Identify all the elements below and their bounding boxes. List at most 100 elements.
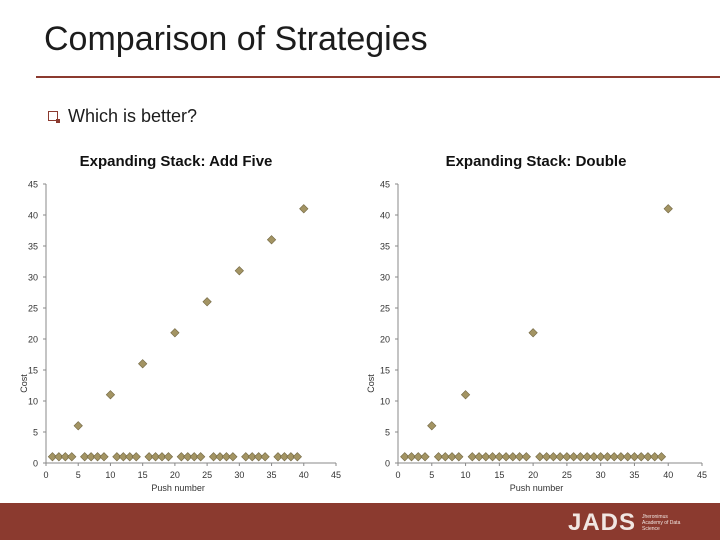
data-point: [163, 452, 174, 462]
slide-title: Comparison of Strategies: [44, 20, 428, 58]
logo-mark: JADS: [567, 509, 636, 536]
y-tick-label: 35: [380, 242, 390, 252]
data-point: [67, 452, 77, 462]
data-point: [528, 328, 538, 338]
data-point: [663, 204, 673, 214]
x-tick-label: 15: [138, 470, 148, 480]
data-point: [92, 452, 103, 462]
data-point: [467, 452, 477, 462]
data-point: [569, 452, 579, 462]
y-tick-label: 40: [28, 211, 38, 221]
data-point: [247, 452, 257, 462]
data-point: [47, 452, 58, 462]
data-point: [202, 297, 212, 307]
data-point: [150, 452, 161, 462]
data-point: [609, 452, 619, 462]
x-tick-label: 5: [76, 470, 81, 480]
x-tick-label: 20: [170, 470, 180, 480]
data-point: [54, 452, 64, 462]
y-tick-label: 25: [380, 304, 390, 314]
data-point: [260, 452, 270, 462]
y-tick-label: 40: [380, 211, 390, 221]
data-point: [266, 235, 277, 245]
y-tick-label: 0: [385, 459, 390, 469]
data-point: [616, 452, 626, 462]
x-tick-label: 10: [461, 470, 471, 480]
x-tick-label: 25: [202, 470, 212, 480]
data-point: [427, 421, 437, 431]
data-point: [196, 452, 206, 462]
x-axis-label: Push number: [510, 483, 564, 493]
data-point: [575, 452, 586, 462]
data-point: [460, 390, 471, 400]
data-point: [228, 452, 238, 462]
chart-title: Expanding Stack: Add Five: [80, 153, 273, 170]
data-point: [494, 452, 504, 462]
data-point: [454, 452, 464, 462]
data-point: [548, 452, 559, 462]
x-tick-label: 0: [43, 470, 48, 480]
y-axis-label: Cost: [19, 374, 29, 393]
data-point: [541, 452, 552, 462]
data-point: [118, 452, 128, 462]
data-point: [447, 452, 457, 462]
x-axis-label: Push number: [151, 483, 205, 493]
y-tick-label: 5: [385, 428, 390, 438]
y-tick-label: 30: [28, 273, 38, 283]
y-tick-label: 45: [28, 180, 38, 190]
data-point: [299, 204, 309, 214]
data-point: [73, 421, 83, 431]
y-tick-label: 5: [33, 428, 38, 438]
data-point: [208, 452, 219, 462]
data-point: [234, 266, 244, 276]
charts-canvas: Expanding Stack: Add Five 0 5 10 15 20 25 30 35 4…: [19, 153, 707, 493]
data-point: [582, 452, 592, 462]
data-point: [636, 452, 646, 462]
data-point: [420, 452, 430, 462]
y-tick-label: 0: [33, 459, 38, 469]
x-tick-label: 25: [562, 470, 572, 480]
data-point: [521, 452, 531, 462]
data-point: [86, 452, 96, 462]
data-point: [292, 452, 302, 462]
logo-subtext: Jheronimus Academy of Data Science: [642, 514, 681, 532]
data-point: [623, 452, 633, 462]
data-point: [273, 452, 283, 462]
y-tick-label: 20: [28, 335, 38, 345]
x-tick-label: 40: [299, 470, 309, 480]
data-point: [60, 452, 70, 462]
data-point: [508, 452, 518, 462]
x-tick-label: 0: [395, 470, 400, 480]
data-point: [112, 452, 122, 462]
x-tick-label: 35: [267, 470, 277, 480]
data-point: [501, 452, 511, 462]
data-point: [650, 452, 660, 462]
data-point: [433, 452, 444, 462]
data-point: [286, 452, 296, 462]
y-tick-label: 15: [380, 366, 390, 376]
data-point: [105, 390, 116, 400]
bullet-item: Which is better?: [48, 104, 197, 128]
y-tick-label: 30: [380, 273, 390, 283]
data-point: [656, 452, 667, 462]
y-tick-label: 45: [380, 180, 390, 190]
title-divider: [36, 76, 720, 78]
data-point: [221, 452, 232, 462]
data-point: [589, 452, 599, 462]
chart-title: Expanding Stack: Double: [446, 153, 627, 170]
data-point: [189, 452, 199, 462]
data-point: [555, 452, 565, 462]
data-point: [254, 452, 264, 462]
data-point: [514, 452, 525, 462]
x-tick-label: 40: [663, 470, 673, 480]
x-tick-label: 15: [494, 470, 504, 480]
data-point: [474, 452, 484, 462]
y-tick-label: 25: [28, 304, 38, 314]
data-point: [170, 328, 180, 338]
data-point: [279, 452, 290, 462]
x-tick-label: 20: [528, 470, 538, 480]
data-point: [481, 452, 491, 462]
data-point: [241, 452, 251, 462]
data-point: [413, 452, 423, 462]
x-tick-label: 45: [331, 470, 341, 480]
